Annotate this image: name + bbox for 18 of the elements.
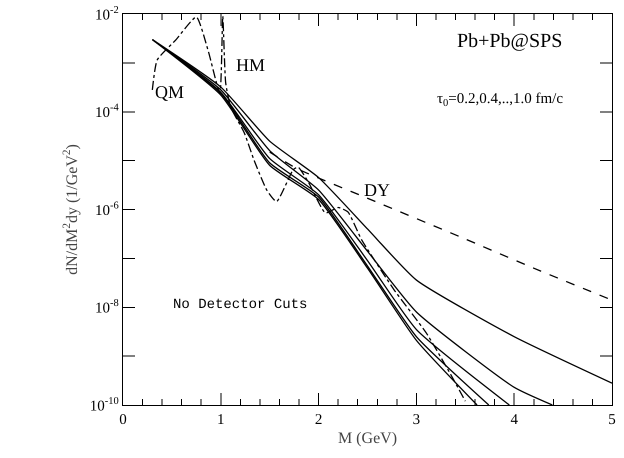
annotation: τ$_{0}$=0.2,0.4,..,1.0 fm/c xyxy=(437,91,564,110)
x-tick-label: 0 xyxy=(119,412,127,428)
annotation: DY xyxy=(364,180,390,200)
y-tick-label: 10$^{-8}$ xyxy=(95,298,119,316)
annotation: QM xyxy=(155,82,184,102)
x-tick-label: 2 xyxy=(314,412,322,428)
annotation: HM xyxy=(236,55,266,75)
y-tick-label: 10$^{-6}$ xyxy=(95,200,119,219)
x-axis-title: M (GeV) xyxy=(338,430,398,447)
y-tick-label: 10$^{-10}$ xyxy=(90,396,119,414)
annotation: No Detector Cuts xyxy=(173,297,308,313)
y-tick-label: 10$^{-4}$ xyxy=(95,102,120,121)
x-tick-label: 4 xyxy=(510,412,518,428)
x-tick-label: 5 xyxy=(608,412,616,428)
annotation: Pb+Pb@SPS xyxy=(457,30,562,52)
x-tick-label: 1 xyxy=(217,412,225,428)
y-tick-label: 10$^{-2}$ xyxy=(95,4,119,24)
x-tick-label: 3 xyxy=(412,412,420,428)
